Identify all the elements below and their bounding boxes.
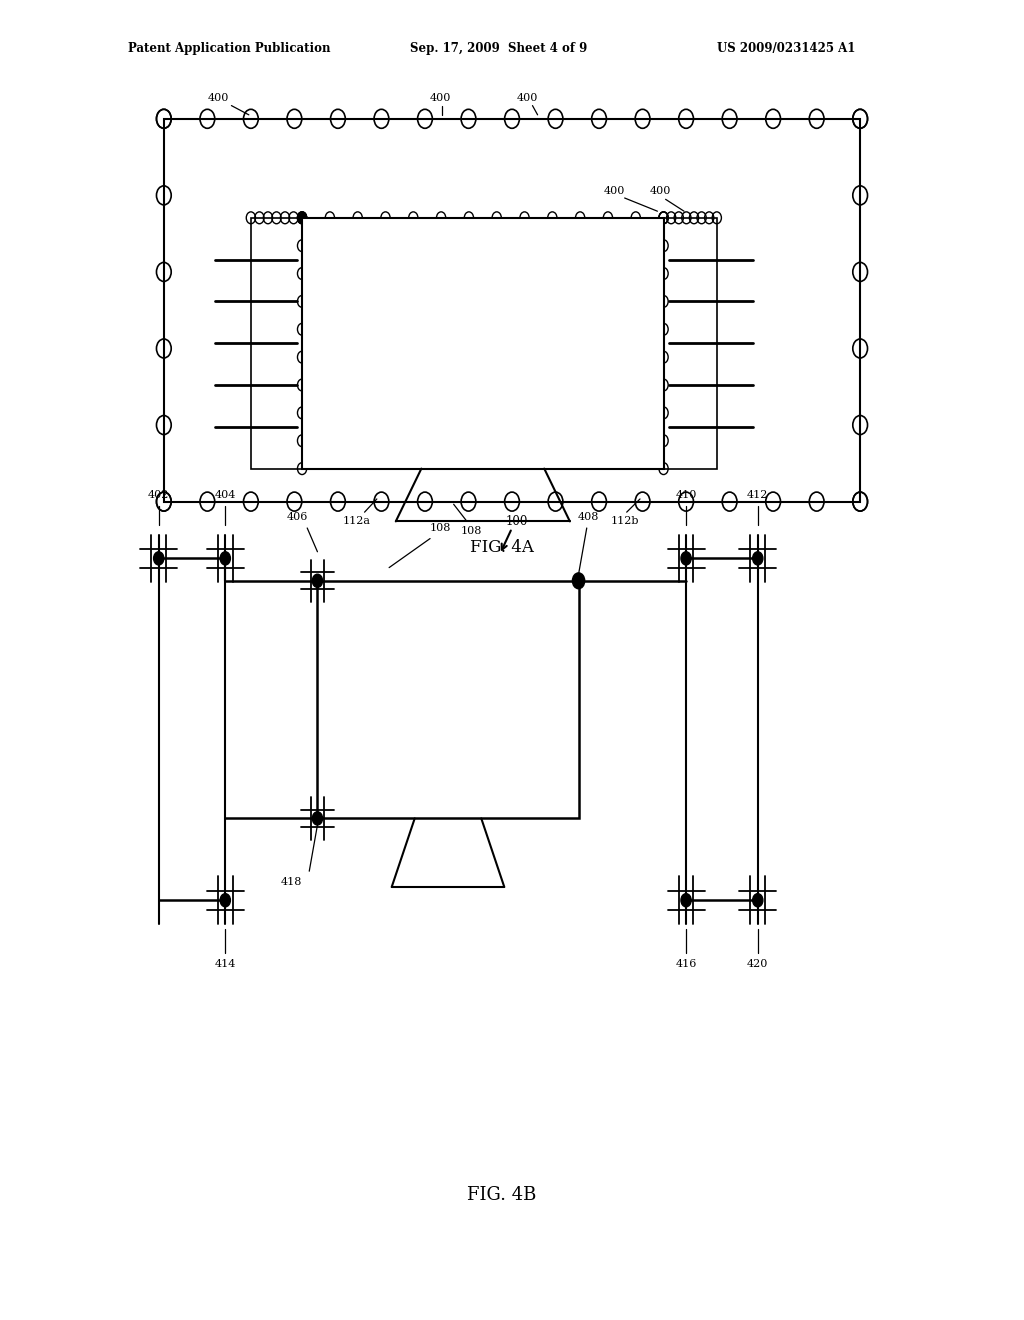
Text: 416: 416 [676, 958, 696, 969]
Text: FIG. 4A: FIG. 4A [470, 540, 534, 556]
Text: 400: 400 [650, 186, 671, 197]
Circle shape [572, 573, 585, 589]
Text: 412: 412 [748, 490, 768, 500]
Text: US 2009/0231425 A1: US 2009/0231425 A1 [717, 42, 855, 55]
Text: 420: 420 [748, 958, 768, 969]
Circle shape [753, 894, 763, 907]
Text: 418: 418 [282, 876, 302, 887]
Text: 108: 108 [461, 525, 481, 536]
Text: 408: 408 [579, 512, 599, 523]
Text: 400: 400 [430, 92, 451, 103]
Circle shape [681, 552, 691, 565]
Text: 410: 410 [676, 490, 696, 500]
Text: 100: 100 [506, 515, 528, 528]
Bar [164, 119, 860, 502]
Bar [317, 581, 579, 818]
Circle shape [753, 552, 763, 565]
Text: 400: 400 [208, 92, 228, 103]
Bar [251, 218, 302, 469]
Text: 402: 402 [148, 490, 169, 500]
Bar [664, 218, 717, 469]
Text: 406: 406 [287, 512, 307, 523]
Text: 400: 400 [517, 92, 538, 103]
Text: FIG. 4B: FIG. 4B [467, 1185, 537, 1204]
Circle shape [312, 812, 323, 825]
Text: Sep. 17, 2009  Sheet 4 of 9: Sep. 17, 2009 Sheet 4 of 9 [410, 42, 587, 55]
Text: 112b: 112b [610, 516, 639, 527]
Text: Patent Application Publication: Patent Application Publication [128, 42, 331, 55]
Circle shape [220, 894, 230, 907]
Circle shape [154, 552, 164, 565]
Circle shape [298, 213, 306, 223]
Text: 404: 404 [215, 490, 236, 500]
Text: 414: 414 [215, 958, 236, 969]
Text: 112a: 112a [342, 516, 371, 527]
Circle shape [220, 552, 230, 565]
Bar [302, 218, 664, 469]
Text: 108: 108 [430, 523, 451, 533]
Circle shape [681, 894, 691, 907]
Text: 400: 400 [604, 186, 625, 197]
Circle shape [312, 574, 323, 587]
